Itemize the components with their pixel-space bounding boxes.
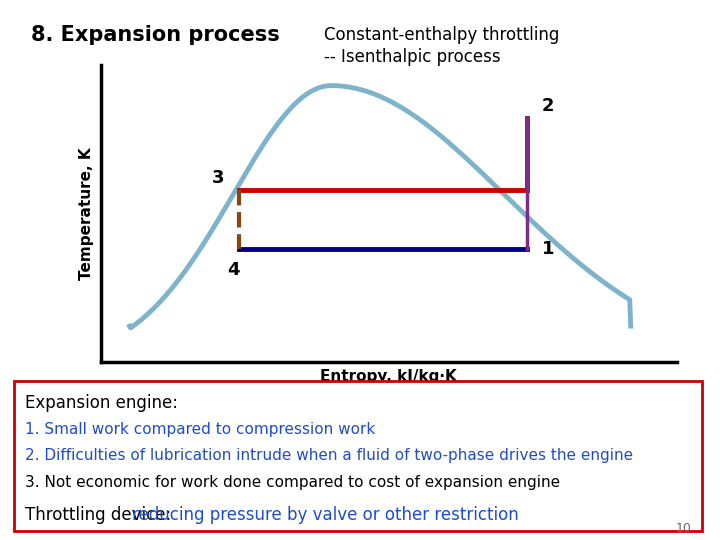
Text: reducing pressure by valve or other restriction: reducing pressure by valve or other rest… [132,507,519,524]
Text: 4: 4 [227,261,240,279]
Text: 1: 1 [541,240,554,258]
X-axis label: Entropy, kJ/kg·K: Entropy, kJ/kg·K [320,369,457,384]
FancyBboxPatch shape [14,381,702,531]
Y-axis label: Temperature, K: Temperature, K [79,147,94,280]
Text: 3: 3 [212,168,225,186]
Text: Expansion engine:: Expansion engine: [24,394,178,411]
Text: 1. Small work compared to compression work: 1. Small work compared to compression wo… [24,422,375,437]
Text: 3. Not economic for work done compared to cost of expansion engine: 3. Not economic for work done compared t… [24,475,560,490]
Text: 2: 2 [541,97,554,115]
Text: -- Isenthalpic process: -- Isenthalpic process [324,48,500,66]
Text: Constant-enthalpy throttling: Constant-enthalpy throttling [324,26,559,44]
Text: 8. Expansion process: 8. Expansion process [31,25,279,45]
Text: 10: 10 [675,522,691,535]
Text: 2. Difficulties of lubrication intrude when a fluid of two-phase drives the engi: 2. Difficulties of lubrication intrude w… [24,448,633,463]
Text: Throttling device:: Throttling device: [24,507,176,524]
